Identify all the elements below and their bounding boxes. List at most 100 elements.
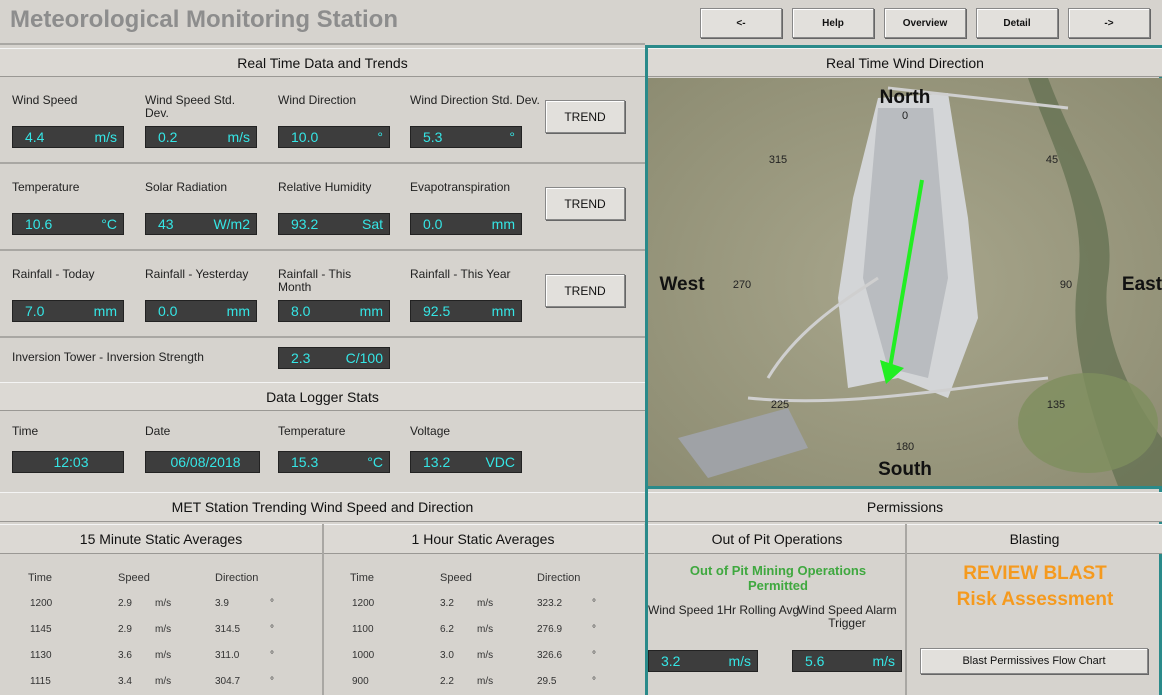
blast-status: REVIEW BLAST — [910, 563, 1160, 585]
value: 2.3 — [291, 350, 310, 366]
unit: mm — [492, 303, 515, 319]
flowchart-button[interactable]: Blast Permissives Flow Chart — [920, 648, 1148, 674]
table-cell: 276.9 — [537, 624, 562, 635]
degree-label: 180 — [896, 441, 914, 453]
field-label: Rainfall - Today — [12, 268, 117, 281]
value: 8.0 — [291, 303, 310, 319]
unit: mm — [94, 303, 117, 319]
trend-button[interactable]: TREND — [545, 274, 625, 307]
field-label: Wind Direction Std. Dev. — [410, 94, 540, 107]
table-cell: 3.9 — [215, 598, 229, 609]
table-cell: 29.5 — [537, 676, 556, 687]
subsection-header: 15 Minute Static Averages — [0, 524, 322, 554]
compass-label: North — [880, 87, 931, 109]
field-label: Temperature — [278, 425, 345, 438]
subsection-header: Out of Pit Operations — [648, 524, 906, 554]
table-cell: m/s — [477, 650, 493, 661]
column-divider — [322, 524, 324, 695]
section-header: Real Time Wind Direction — [648, 48, 1162, 77]
table-cell: ° — [592, 650, 596, 661]
degree-label: 45 — [1046, 154, 1058, 166]
table-cell: 6.2 — [440, 624, 454, 635]
unit: m/s — [872, 653, 895, 669]
trend-button[interactable]: TREND — [545, 187, 625, 220]
field-label: Wind Speed Std. Dev. — [145, 94, 250, 120]
subsection-header: 1 Hour Static Averages — [322, 524, 644, 554]
column-header: Speed — [440, 572, 472, 584]
table-cell: m/s — [477, 624, 493, 635]
value: 92.5 — [423, 303, 450, 319]
unit: C/100 — [346, 350, 383, 366]
degree-label: 0 — [902, 110, 908, 122]
nav-button[interactable]: -> — [1068, 8, 1150, 38]
trend-button[interactable]: TREND — [545, 100, 625, 133]
value: 0.2 — [158, 129, 177, 145]
table-cell: 2.2 — [440, 676, 454, 687]
nav-button[interactable]: Detail — [976, 8, 1058, 38]
field-label: Wind Direction — [278, 94, 383, 107]
unit: mm — [492, 216, 515, 232]
table-cell: 1200 — [352, 598, 374, 609]
value: 5.3 — [423, 129, 442, 145]
column-divider — [905, 524, 907, 695]
column-header: Time — [350, 572, 374, 584]
value-box: 12:03 — [12, 451, 124, 473]
unit: W/m2 — [213, 216, 250, 232]
field-label: Wind Speed Alarm Trigger — [792, 604, 902, 630]
table-cell: ° — [270, 650, 274, 661]
table-cell: 3.4 — [118, 676, 132, 687]
table-cell: ° — [592, 624, 596, 635]
table-cell: 314.5 — [215, 624, 240, 635]
table-cell: m/s — [155, 598, 171, 609]
page-title: Meteorological Monitoring Station — [10, 6, 398, 34]
unit: ° — [509, 129, 515, 145]
value: 3.2 — [661, 653, 680, 669]
compass-label: West — [659, 274, 704, 296]
column-header: Speed — [118, 572, 150, 584]
table-cell: m/s — [477, 676, 493, 687]
table-cell: 326.6 — [537, 650, 562, 661]
table-cell: 1145 — [30, 624, 52, 635]
field-label: Solar Radiation — [145, 181, 250, 194]
nav-button[interactable]: Overview — [884, 8, 966, 38]
permission-status: Out of Pit Mining Operations Permitted — [660, 563, 896, 593]
table-cell: 304.7 — [215, 676, 240, 687]
table-cell: ° — [270, 624, 274, 635]
value-box: 43 W/m2 — [145, 213, 257, 235]
field-label: Relative Humidity — [278, 181, 383, 194]
table-cell: ° — [592, 676, 596, 687]
nav-button[interactable]: <- — [700, 8, 782, 38]
map-divider — [648, 486, 1162, 489]
subsection-header: Blasting — [907, 524, 1162, 554]
value: 43 — [158, 216, 174, 232]
field-label: Evapotranspiration — [410, 181, 540, 194]
field-label: Rainfall - This Year — [410, 268, 540, 281]
degree-label: 135 — [1047, 399, 1065, 411]
section-header: MET Station Trending Wind Speed and Dire… — [0, 492, 645, 522]
table-cell: m/s — [155, 650, 171, 661]
table-cell: ° — [270, 598, 274, 609]
column-header: Time — [28, 572, 52, 584]
row-divider — [0, 249, 645, 251]
table-cell: m/s — [477, 598, 493, 609]
table-cell: 2.9 — [118, 598, 132, 609]
table-cell: 3.6 — [118, 650, 132, 661]
unit: mm — [227, 303, 250, 319]
table-cell: 3.0 — [440, 650, 454, 661]
table-cell: m/s — [155, 676, 171, 687]
row-divider — [0, 336, 645, 338]
nav-button[interactable]: Help — [792, 8, 874, 38]
field-label: Wind Speed — [12, 94, 117, 107]
value-box: 92.5 mm — [410, 300, 522, 322]
column-header: Direction — [215, 572, 258, 584]
value-box: 2.3 C/100 — [278, 347, 390, 369]
value-box: 15.3°C — [278, 451, 390, 473]
field-label: Date — [145, 425, 170, 438]
unit: m/s — [728, 653, 751, 669]
field-label: Wind Speed 1Hr Rolling Avg — [648, 604, 808, 617]
